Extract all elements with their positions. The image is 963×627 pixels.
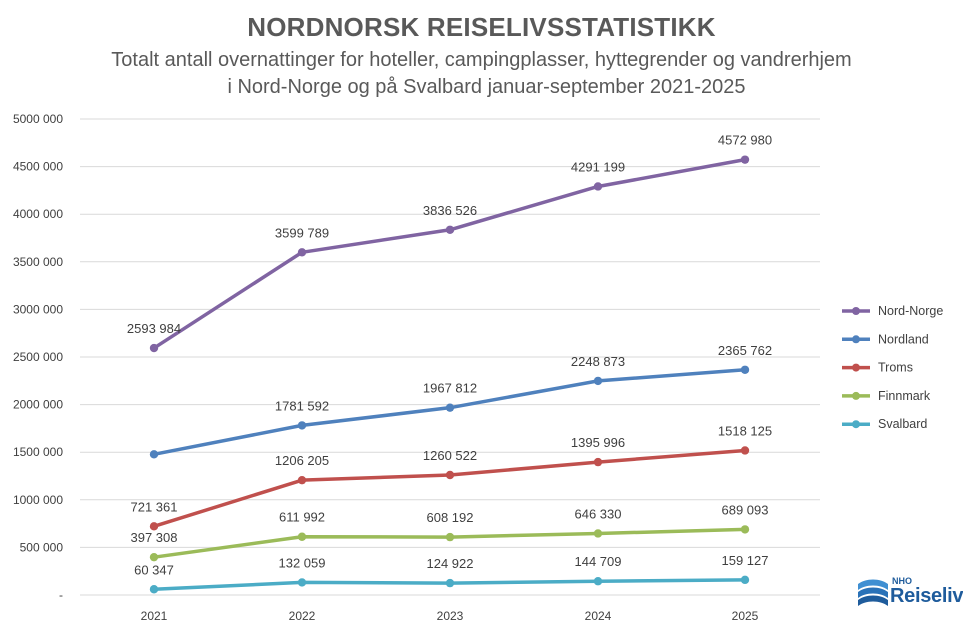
x-axis: 2021 2022 2023 2024 2025: [141, 609, 759, 623]
y-tick-label: 1500 000: [13, 445, 63, 459]
data-label: 4291 199: [571, 159, 625, 174]
data-point: [149, 552, 159, 562]
data-label: 2248 873: [571, 354, 625, 369]
data-label: 1260 522: [423, 448, 477, 463]
y-tick-label: 3500 000: [13, 255, 63, 269]
legend-entry: Finnmark: [878, 389, 931, 403]
data-point: [740, 446, 750, 455]
chart-title: NORDNORSK REISELIVSSTATISTIKK: [247, 12, 716, 42]
data-label: 159 127: [722, 553, 769, 568]
gridlines: [80, 118, 820, 596]
data-point: [593, 182, 603, 191]
legend-swatch-marker: [852, 420, 860, 429]
data-label: 1395 996: [571, 435, 625, 450]
data-label: 60 347: [134, 562, 174, 577]
y-tick-label: 2500 000: [13, 350, 63, 364]
y-tick-label: 4000 000: [13, 207, 63, 221]
x-tick-label: 2022: [289, 609, 316, 623]
logo-small-text: NHO: [892, 576, 912, 586]
data-point: [149, 522, 159, 531]
y-tick-label: 3000 000: [13, 302, 63, 316]
data-label: 1967 812: [423, 381, 477, 396]
y-tick-label: 500 000: [20, 540, 64, 554]
data-label: 397 308: [131, 530, 178, 545]
data-label: 2365 762: [718, 343, 772, 358]
legend-entry: Svalbard: [878, 417, 927, 431]
nho-logo-icon: [858, 579, 888, 606]
data-labels: 2593 984 3599 789 3836 526 4291 199 4572 980…: [127, 133, 772, 578]
series-line-nord-norge: [152, 157, 747, 350]
y-tick-label: 4500 000: [13, 160, 63, 174]
data-label: 1781 592: [275, 398, 329, 413]
data-point: [445, 532, 455, 542]
data-label: 132 059: [279, 555, 326, 570]
x-tick-label: 2021: [141, 609, 168, 623]
data-label: 144 709: [575, 554, 622, 569]
data-label: 124 922: [427, 556, 474, 571]
y-tick-label: 5000 000: [13, 112, 63, 126]
x-tick-label: 2023: [437, 609, 464, 623]
data-label: 608 192: [427, 510, 474, 525]
data-point: [149, 343, 159, 353]
data-label: 3599 789: [275, 225, 329, 240]
legend: Nord-Norge Nordland Troms Finnmark Svalbard: [842, 304, 943, 431]
legend-swatch-marker: [852, 391, 860, 400]
legend-entry: Troms: [878, 361, 913, 375]
nho-reiseliv-logo: NHO Reiseliv: [856, 576, 963, 610]
legend-swatch-marker: [852, 335, 860, 344]
data-label: 689 093: [722, 502, 769, 517]
chart-subtitle-line-2: i Nord-Norge og på Svalbard januar-septe…: [227, 76, 746, 98]
data-point: [593, 529, 603, 538]
data-point: [593, 577, 603, 586]
data-point: [445, 470, 455, 480]
legend-swatch-marker: [852, 363, 860, 372]
y-tick-label: 2000 000: [13, 398, 63, 412]
data-point: [445, 403, 455, 412]
data-point: [297, 532, 307, 541]
y-axis: - 500 000 1000 000 1500 000 2000 000 2500 000…: [13, 112, 63, 602]
data-label: 611 992: [279, 510, 325, 525]
y-tick-label: 1000 000: [13, 493, 63, 507]
data-point: [149, 450, 159, 459]
data-label: 646 330: [575, 506, 622, 521]
data-label: 1206 205: [275, 453, 329, 468]
data-point: [445, 578, 455, 588]
data-point: [297, 248, 307, 257]
data-point: [297, 475, 307, 485]
data-point: [740, 525, 750, 534]
data-point: [593, 376, 603, 386]
data-label: 3836 526: [423, 203, 477, 218]
data-label: 4572 980: [718, 133, 772, 148]
legend-entry: Nordland: [878, 332, 929, 346]
data-point: [297, 578, 307, 587]
legend-swatch-marker: [852, 307, 860, 315]
data-point: [740, 155, 750, 164]
chart-subtitle-line-1: Totalt antall overnattinger for hoteller…: [111, 49, 852, 71]
series-group: [149, 155, 750, 594]
data-label: 721 361: [131, 499, 178, 514]
data-point: [445, 225, 455, 234]
legend-entry: Nord-Norge: [878, 304, 943, 318]
data-label: 2593 984: [127, 321, 181, 336]
data-point: [149, 585, 159, 594]
x-tick-label: 2024: [585, 609, 612, 623]
logo-main-text: Reiseliv: [890, 585, 963, 607]
x-tick-label: 2025: [732, 609, 759, 623]
data-point: [297, 421, 307, 430]
data-label: 1518 125: [718, 423, 772, 438]
data-point: [740, 365, 750, 374]
data-point: [593, 457, 603, 467]
y-tick-label: -: [59, 588, 63, 602]
data-point: [740, 575, 750, 585]
